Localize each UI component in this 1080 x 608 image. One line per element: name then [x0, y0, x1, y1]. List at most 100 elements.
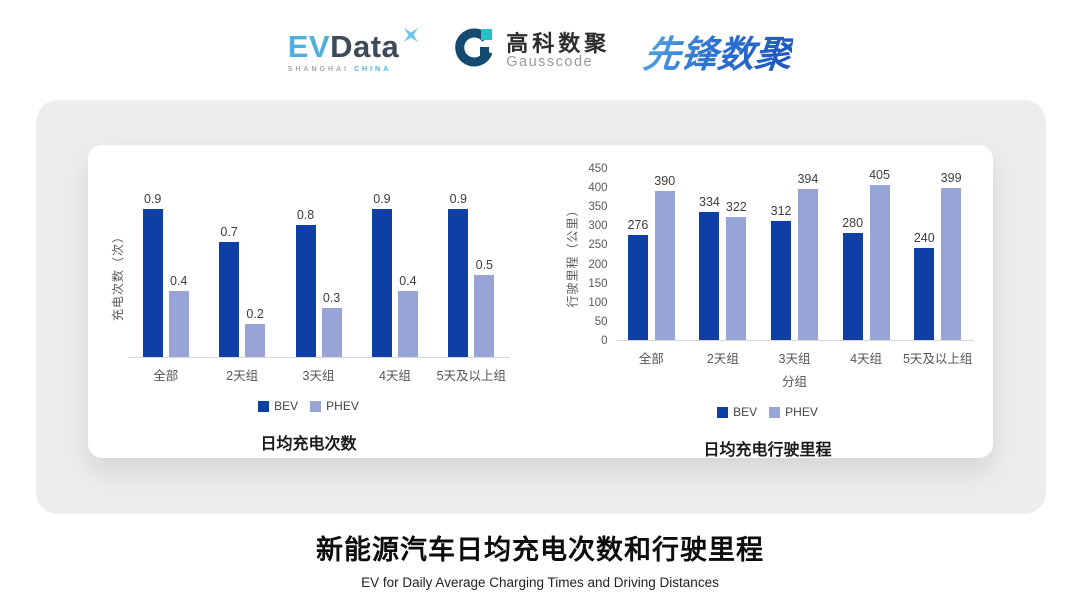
plot-area: 276 390 334 322 312 394 280 405 240 399	[615, 169, 974, 341]
bar-phev	[321, 307, 342, 357]
y-tick-label: 350	[588, 201, 608, 214]
bar-value-label: 0.2	[246, 307, 264, 321]
bar-phev	[726, 216, 747, 340]
header-logos: EV Data SHANGHAI CHINA 高科数聚 Gaus	[0, 16, 1080, 86]
bar-value-label: 322	[725, 199, 747, 214]
bar-value-label: 0.5	[475, 257, 494, 272]
bar-with-label: 0.7	[219, 193, 240, 357]
bar-value-label: 312	[770, 203, 792, 218]
bar-group: 0.7 0.2	[204, 193, 280, 357]
bar-bev	[295, 225, 316, 357]
bar-value-label: 0.9	[144, 192, 162, 206]
bar-phev	[474, 274, 495, 357]
y-tick-label: 400	[588, 182, 608, 195]
bar-phev	[797, 189, 818, 340]
bar-with-label: 276	[627, 169, 648, 340]
bar-with-label: 0.9	[142, 192, 163, 357]
bar-phev	[941, 187, 962, 340]
gausscode-g-icon	[453, 27, 497, 76]
bar-with-label: 0.3	[321, 193, 342, 357]
bar-value-label: 0.9	[449, 192, 468, 206]
bar-value-label: 0.3	[322, 290, 341, 305]
bar-group: 276 390	[616, 169, 688, 340]
bar-bev	[142, 209, 163, 357]
footer: 新能源汽车日均充电次数和行驶里程 EV for Daily Average Ch…	[0, 528, 1080, 590]
bar-value-label: 0.7	[220, 224, 238, 239]
evdata-logo-data-text: Data	[330, 29, 400, 64]
y-tick-label: 250	[588, 239, 608, 252]
legend: BEV PHEV	[108, 399, 510, 413]
bar-with-label: 390	[654, 169, 675, 340]
legend-item-bev: BEV	[717, 405, 757, 419]
bar-with-label: 0.5	[474, 193, 495, 357]
x-tick-label: 4天组	[378, 369, 411, 383]
bar-value-label: 0.4	[170, 274, 188, 288]
x-tick-label: 4天组	[850, 352, 883, 366]
bar-phev	[245, 324, 266, 357]
xianfeng-shuju-logo: 先锋数聚	[641, 24, 795, 78]
gausscode-logo: 高科数聚 Gausscode	[453, 27, 610, 76]
y-tick-label: 100	[588, 296, 608, 309]
bar-with-label: 280	[842, 169, 863, 340]
legend-item-phev: PHEV	[310, 399, 359, 413]
x-tick-label: 2天组	[226, 369, 259, 383]
legend-swatch	[717, 406, 729, 418]
bar-group: 334 322	[687, 169, 759, 340]
plot-area: 0.9 0.4 0.7 0.2 0.8 0.3 0.9 0.4 0.9 0.5	[127, 192, 510, 358]
charts-card: 充电次数（次） 0.9 0.4 0.7 0.2 0.8 0.3 0.9 0.4 0.9 0.5 全…	[88, 145, 993, 459]
legend-label: PHEV	[326, 399, 359, 413]
bar-value-label: 394	[797, 172, 819, 187]
evdata-logo-subtitle: SHANGHAI CHINA	[288, 66, 391, 73]
x-tick-label: 2天组	[706, 352, 739, 366]
bar-phev	[168, 291, 189, 357]
x-tick-label: 5天及以上组	[902, 352, 973, 366]
bar-with-label: 0.4	[397, 193, 418, 357]
legend-label: PHEV	[785, 405, 818, 419]
evdata-logo: EV Data SHANGHAI CHINA	[287, 27, 420, 73]
content-panel: 充电次数（次） 0.9 0.4 0.7 0.2 0.8 0.3 0.9 0.4 0.9 0.5 全…	[36, 100, 1046, 514]
x-axis-labels: 全部 2天组 3天组 4天组 5天及以上组	[128, 358, 510, 384]
bar-with-label: 312	[770, 169, 792, 340]
y-axis-ticks: 0 50 100 150 200 250 300 350 400 450	[582, 163, 612, 347]
bar-group: 240 399	[902, 169, 974, 340]
bar-phev	[397, 291, 418, 357]
bar-value-label: 390	[654, 173, 676, 188]
y-tick-label: 0	[601, 335, 608, 347]
page-title: 新能源汽车日均充电次数和行驶里程	[316, 535, 764, 565]
chart-daily-charging-times: 充电次数（次） 0.9 0.4 0.7 0.2 0.8 0.3 0.9 0.4 0.9 0.5 全…	[108, 193, 510, 458]
evdata-logo-ev-text: EV	[287, 29, 331, 64]
x-tick-label: 全部	[153, 369, 179, 383]
y-tick-label: 450	[588, 163, 608, 175]
x-tick-label: 3天组	[778, 352, 811, 366]
legend-swatch	[769, 406, 781, 418]
bar-with-label: 394	[797, 169, 818, 340]
legend-label: BEV	[274, 399, 299, 413]
legend-swatch	[310, 400, 322, 412]
bar-bev	[842, 232, 863, 340]
x-tick-label: 5天及以上组	[436, 369, 507, 383]
bar-value-label: 0.9	[373, 192, 391, 206]
gausscode-en-text: Gausscode	[506, 53, 594, 70]
bar-with-label: 322	[726, 169, 747, 340]
bar-group: 312 394	[759, 169, 831, 340]
bar-value-label: 240	[913, 231, 935, 246]
bar-phev	[869, 185, 890, 340]
bar-value-label: 280	[842, 215, 864, 230]
chart-daily-driving-distance: 行驶里程（公里） 0 50 100 150 200 250 300 350 400 450 276…	[562, 163, 974, 459]
chart-title: 日均充电行驶里程	[703, 442, 832, 459]
x-axis-labels: 全部 2天组 3天组 4天组 5天及以上组	[616, 341, 974, 367]
x-axis-title: 分组	[781, 375, 807, 389]
bar-bev	[448, 209, 469, 357]
sparkle-star-icon	[401, 25, 421, 50]
legend-label: BEV	[733, 405, 758, 419]
bar-bev	[771, 220, 792, 340]
bar-bev	[627, 234, 648, 340]
gausscode-cn-text: 高科数聚	[506, 30, 611, 56]
y-axis-title: 充电次数（次）	[111, 229, 126, 322]
bar-with-label: 0.8	[295, 193, 316, 357]
bar-group: 0.9 0.4	[357, 193, 433, 357]
y-tick-label: 50	[594, 315, 608, 328]
bar-group: 280 405	[830, 169, 902, 340]
evdata-sub-shanghai: SHANGHAI	[287, 66, 350, 73]
evdata-sub-china: CHINA	[354, 66, 392, 73]
